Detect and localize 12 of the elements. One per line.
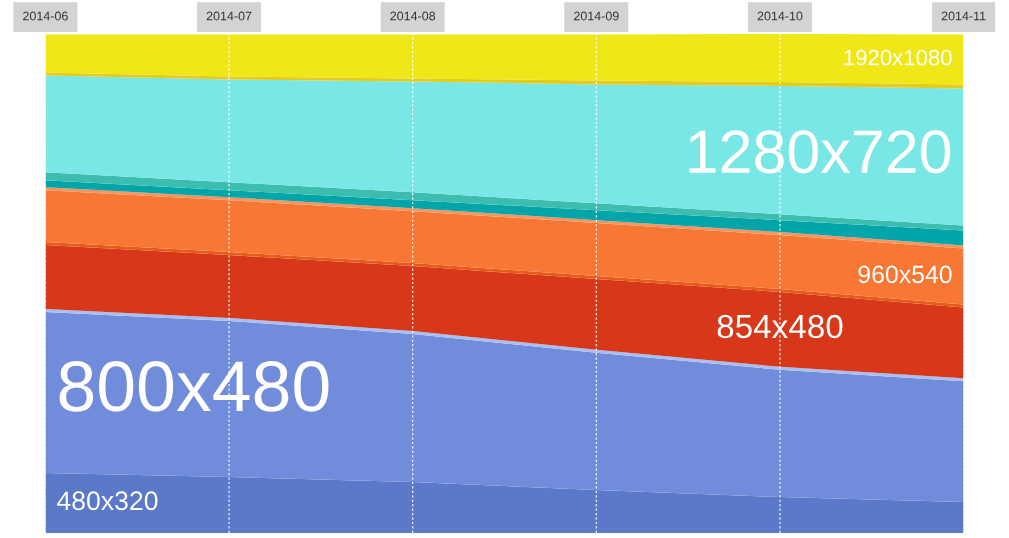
x-tick-label: 2014-08: [390, 11, 436, 21]
series-label: 1920x1080: [844, 49, 952, 66]
x-tick-label: 2014-06: [23, 11, 68, 21]
series-label: 854x480: [717, 314, 843, 339]
x-tick-label: 2014-07: [206, 11, 252, 21]
x-tick-label: 2014-09: [574, 11, 619, 21]
series-label: 960x540: [858, 265, 952, 284]
series-label: 800x480: [59, 361, 329, 412]
x-tick-label: 2014-10: [757, 11, 803, 21]
series-label: 480x320: [57, 491, 158, 511]
x-tick-label: 2014-11: [941, 11, 986, 21]
series-label: 1280x720: [689, 130, 951, 174]
